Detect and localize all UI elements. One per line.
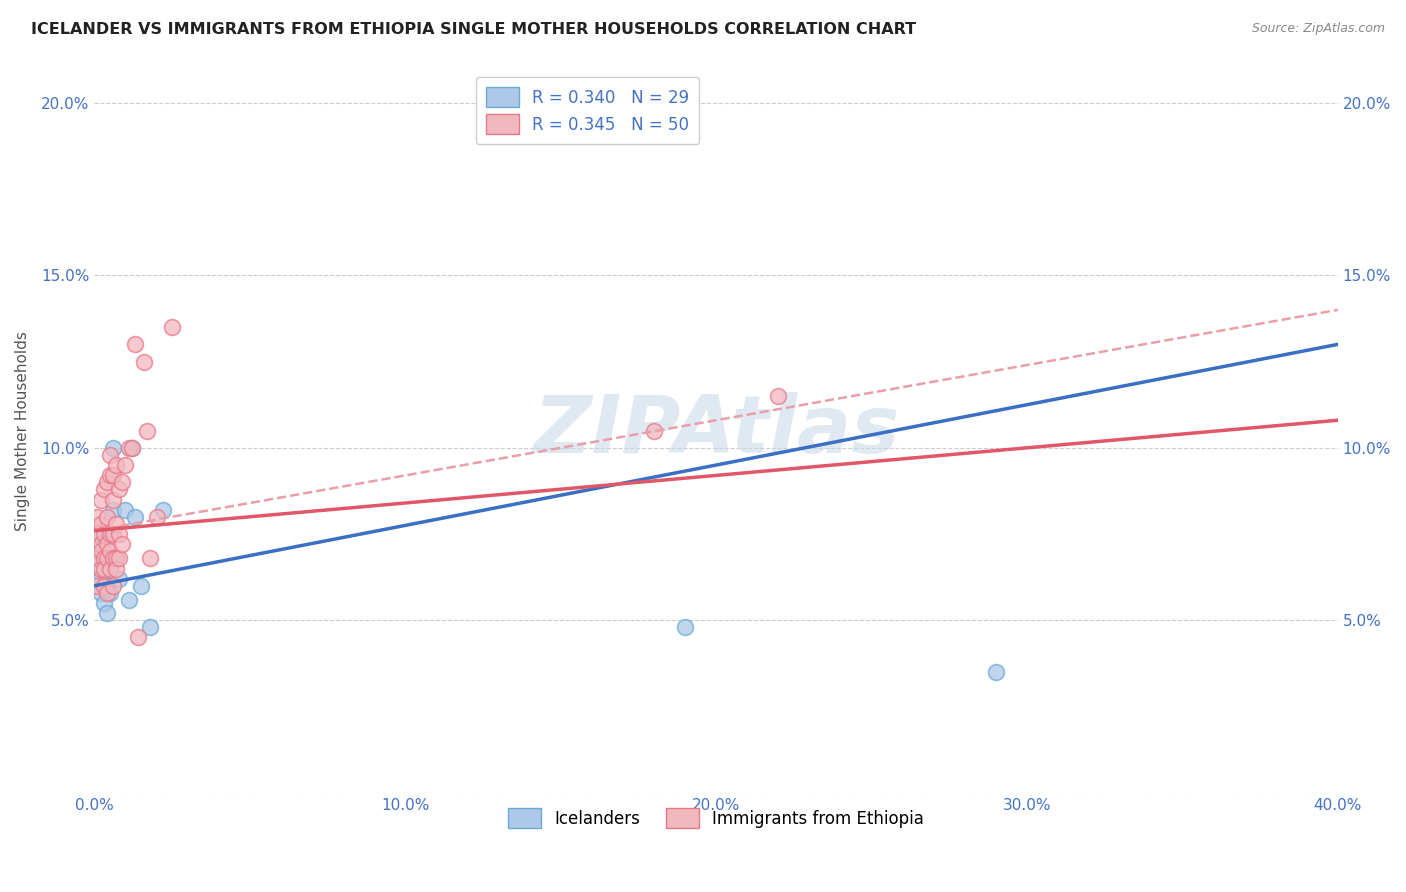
Point bbox=[139, 620, 162, 634]
Point bbox=[93, 551, 115, 566]
Point bbox=[96, 551, 118, 566]
Point bbox=[129, 579, 152, 593]
Point bbox=[114, 503, 136, 517]
Point bbox=[90, 572, 112, 586]
Point bbox=[101, 492, 124, 507]
Point bbox=[105, 551, 128, 566]
Point bbox=[90, 561, 112, 575]
Legend: Icelanders, Immigrants from Ethiopia: Icelanders, Immigrants from Ethiopia bbox=[502, 801, 931, 835]
Point bbox=[93, 533, 115, 548]
Point bbox=[121, 441, 143, 455]
Point bbox=[86, 579, 108, 593]
Point bbox=[117, 592, 139, 607]
Point bbox=[160, 320, 183, 334]
Point bbox=[96, 607, 118, 621]
Point bbox=[98, 448, 121, 462]
Point bbox=[132, 354, 155, 368]
Point bbox=[90, 492, 112, 507]
Point bbox=[121, 441, 143, 455]
Point bbox=[98, 561, 121, 575]
Point bbox=[984, 665, 1007, 679]
Point bbox=[101, 527, 124, 541]
Point bbox=[86, 509, 108, 524]
Point bbox=[101, 579, 124, 593]
Point bbox=[124, 337, 146, 351]
Point bbox=[90, 516, 112, 531]
Point bbox=[108, 572, 131, 586]
Point bbox=[108, 482, 131, 496]
Point bbox=[96, 475, 118, 490]
Point bbox=[105, 458, 128, 472]
Point bbox=[86, 551, 108, 566]
Point bbox=[86, 537, 108, 551]
Text: ZIPAtlas: ZIPAtlas bbox=[533, 392, 900, 469]
Point bbox=[90, 561, 112, 575]
Point bbox=[111, 475, 134, 490]
Point bbox=[643, 424, 665, 438]
Point bbox=[96, 585, 118, 599]
Point bbox=[101, 441, 124, 455]
Point bbox=[108, 551, 131, 566]
Point bbox=[105, 561, 128, 575]
Point bbox=[145, 509, 167, 524]
Point bbox=[90, 585, 112, 599]
Point bbox=[101, 551, 124, 566]
Point bbox=[127, 631, 149, 645]
Point bbox=[105, 516, 128, 531]
Point bbox=[96, 561, 118, 575]
Point bbox=[108, 527, 131, 541]
Point bbox=[93, 527, 115, 541]
Point bbox=[117, 441, 139, 455]
Point bbox=[105, 551, 128, 566]
Point bbox=[96, 537, 118, 551]
Point bbox=[673, 620, 696, 634]
Point bbox=[111, 537, 134, 551]
Point bbox=[98, 544, 121, 558]
Point bbox=[90, 537, 112, 551]
Point bbox=[152, 503, 174, 517]
Text: Source: ZipAtlas.com: Source: ZipAtlas.com bbox=[1251, 22, 1385, 36]
Point bbox=[139, 551, 162, 566]
Point bbox=[86, 579, 108, 593]
Point bbox=[93, 596, 115, 610]
Point bbox=[93, 482, 115, 496]
Point bbox=[93, 551, 115, 566]
Point bbox=[86, 527, 108, 541]
Point bbox=[98, 585, 121, 599]
Point bbox=[136, 424, 159, 438]
Point bbox=[124, 509, 146, 524]
Point bbox=[93, 544, 115, 558]
Point bbox=[93, 579, 115, 593]
Point bbox=[114, 458, 136, 472]
Text: ICELANDER VS IMMIGRANTS FROM ETHIOPIA SINGLE MOTHER HOUSEHOLDS CORRELATION CHART: ICELANDER VS IMMIGRANTS FROM ETHIOPIA SI… bbox=[31, 22, 917, 37]
Point bbox=[98, 468, 121, 483]
Point bbox=[90, 544, 112, 558]
Point bbox=[768, 389, 790, 403]
Point bbox=[96, 509, 118, 524]
Point bbox=[101, 503, 124, 517]
Point bbox=[86, 551, 108, 566]
Point bbox=[90, 527, 112, 541]
Y-axis label: Single Mother Households: Single Mother Households bbox=[15, 331, 30, 531]
Point bbox=[101, 468, 124, 483]
Point bbox=[98, 551, 121, 566]
Point bbox=[98, 527, 121, 541]
Point bbox=[93, 561, 115, 575]
Point bbox=[96, 579, 118, 593]
